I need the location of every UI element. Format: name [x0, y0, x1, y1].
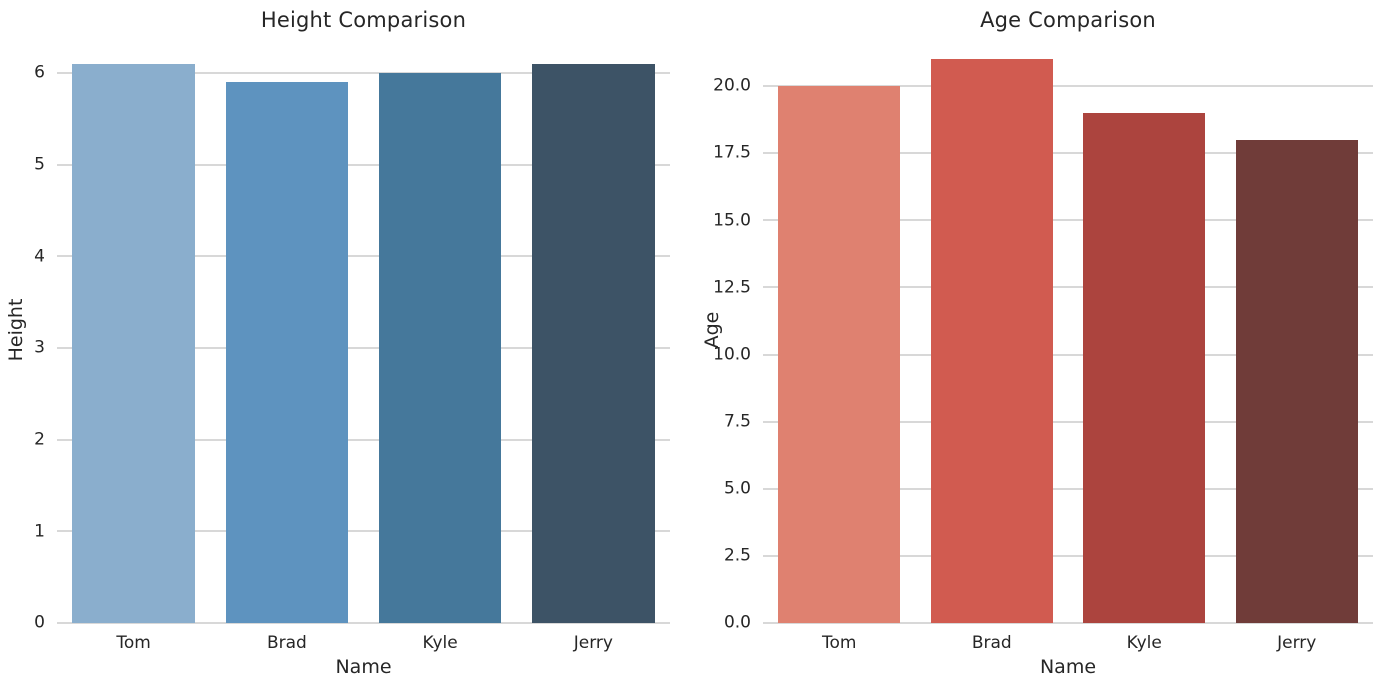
- bar-kyle: [378, 73, 502, 623]
- bar-jerry: [532, 63, 655, 623]
- y-tick-label: 6: [34, 62, 45, 83]
- y-tick-label: 0.0: [723, 612, 751, 633]
- x-tick-label-tom: Tom: [116, 633, 151, 653]
- y-tick-label: 7.5: [723, 411, 751, 432]
- bar-slot: [57, 36, 210, 623]
- x-tick-label-kyle: Kyle: [422, 633, 458, 653]
- bar-jerry: [1235, 139, 1358, 623]
- x-tick-label-brad: Brad: [971, 633, 1012, 653]
- gridline: [57, 438, 670, 441]
- gridline: [763, 353, 1373, 356]
- y-tick-label: 15.0: [713, 209, 751, 230]
- y-tick-label: 0: [34, 612, 45, 633]
- bar-slot: [1221, 31, 1374, 623]
- bar-kyle: [1083, 112, 1206, 623]
- y-tick-label: 2.5: [723, 545, 751, 566]
- y-tick-label: 2: [34, 429, 45, 450]
- gridline: [763, 85, 1373, 88]
- gridline: [763, 487, 1373, 490]
- x-tick-label-brad: Brad: [266, 633, 307, 653]
- x-axis-label-name: Name: [1039, 656, 1097, 678]
- y-tick-label: 12.5: [713, 277, 751, 298]
- bar-slot: [763, 31, 916, 623]
- gridline: [57, 622, 670, 624]
- x-tick-label-tom: Tom: [822, 633, 857, 653]
- y-tick-label: 17.5: [713, 142, 751, 163]
- gridline: [57, 72, 670, 75]
- bar-tom: [72, 63, 195, 623]
- gridline: [763, 420, 1373, 423]
- y-tick-label: 3: [34, 337, 45, 358]
- x-tick-label-kyle: Kyle: [1126, 633, 1162, 653]
- bar-brad: [930, 59, 1053, 623]
- bar-slot: [364, 36, 517, 623]
- plot-area-age: 0.0 2.5 5.0 7.5 10.0 12.5 15.0 17.5 20.0 Tom Brad K…: [713, 31, 1374, 653]
- gridline: [763, 554, 1373, 557]
- chart-title-height: Height Comparison: [260, 8, 467, 32]
- y-axis-label-age: Age: [701, 311, 723, 349]
- bar-slot: [517, 36, 670, 623]
- gridline: [57, 163, 670, 166]
- gridline: [763, 219, 1373, 222]
- y-tick-label: 20.0: [713, 75, 751, 96]
- bar-tom: [778, 86, 901, 623]
- gridline: [57, 347, 670, 350]
- gridline: [763, 622, 1373, 624]
- bar-slot: [1068, 31, 1221, 623]
- y-tick-label: 1: [34, 521, 45, 542]
- x-tick-label-jerry: Jerry: [1277, 633, 1317, 653]
- bar-slot: [916, 31, 1069, 623]
- y-tick-label: 5: [34, 154, 45, 175]
- y-tick-label: 5.0: [723, 478, 751, 499]
- x-tick-label-jerry: Jerry: [573, 633, 613, 653]
- plot-area-height: 0 1 2 3 4 5 6 Tom Brad Kyle Jerry: [34, 36, 670, 653]
- y-tick-label: 10.0: [713, 344, 751, 365]
- chart-title-age: Age Comparison: [980, 8, 1156, 32]
- y-tick-label: 4: [34, 246, 45, 267]
- gridline: [57, 530, 670, 533]
- gridline: [57, 255, 670, 258]
- x-axis-label-name: Name: [335, 656, 392, 678]
- gridline: [763, 152, 1373, 155]
- bar-brad: [225, 82, 349, 623]
- gridline: [763, 286, 1373, 289]
- bar-slot: [210, 36, 363, 623]
